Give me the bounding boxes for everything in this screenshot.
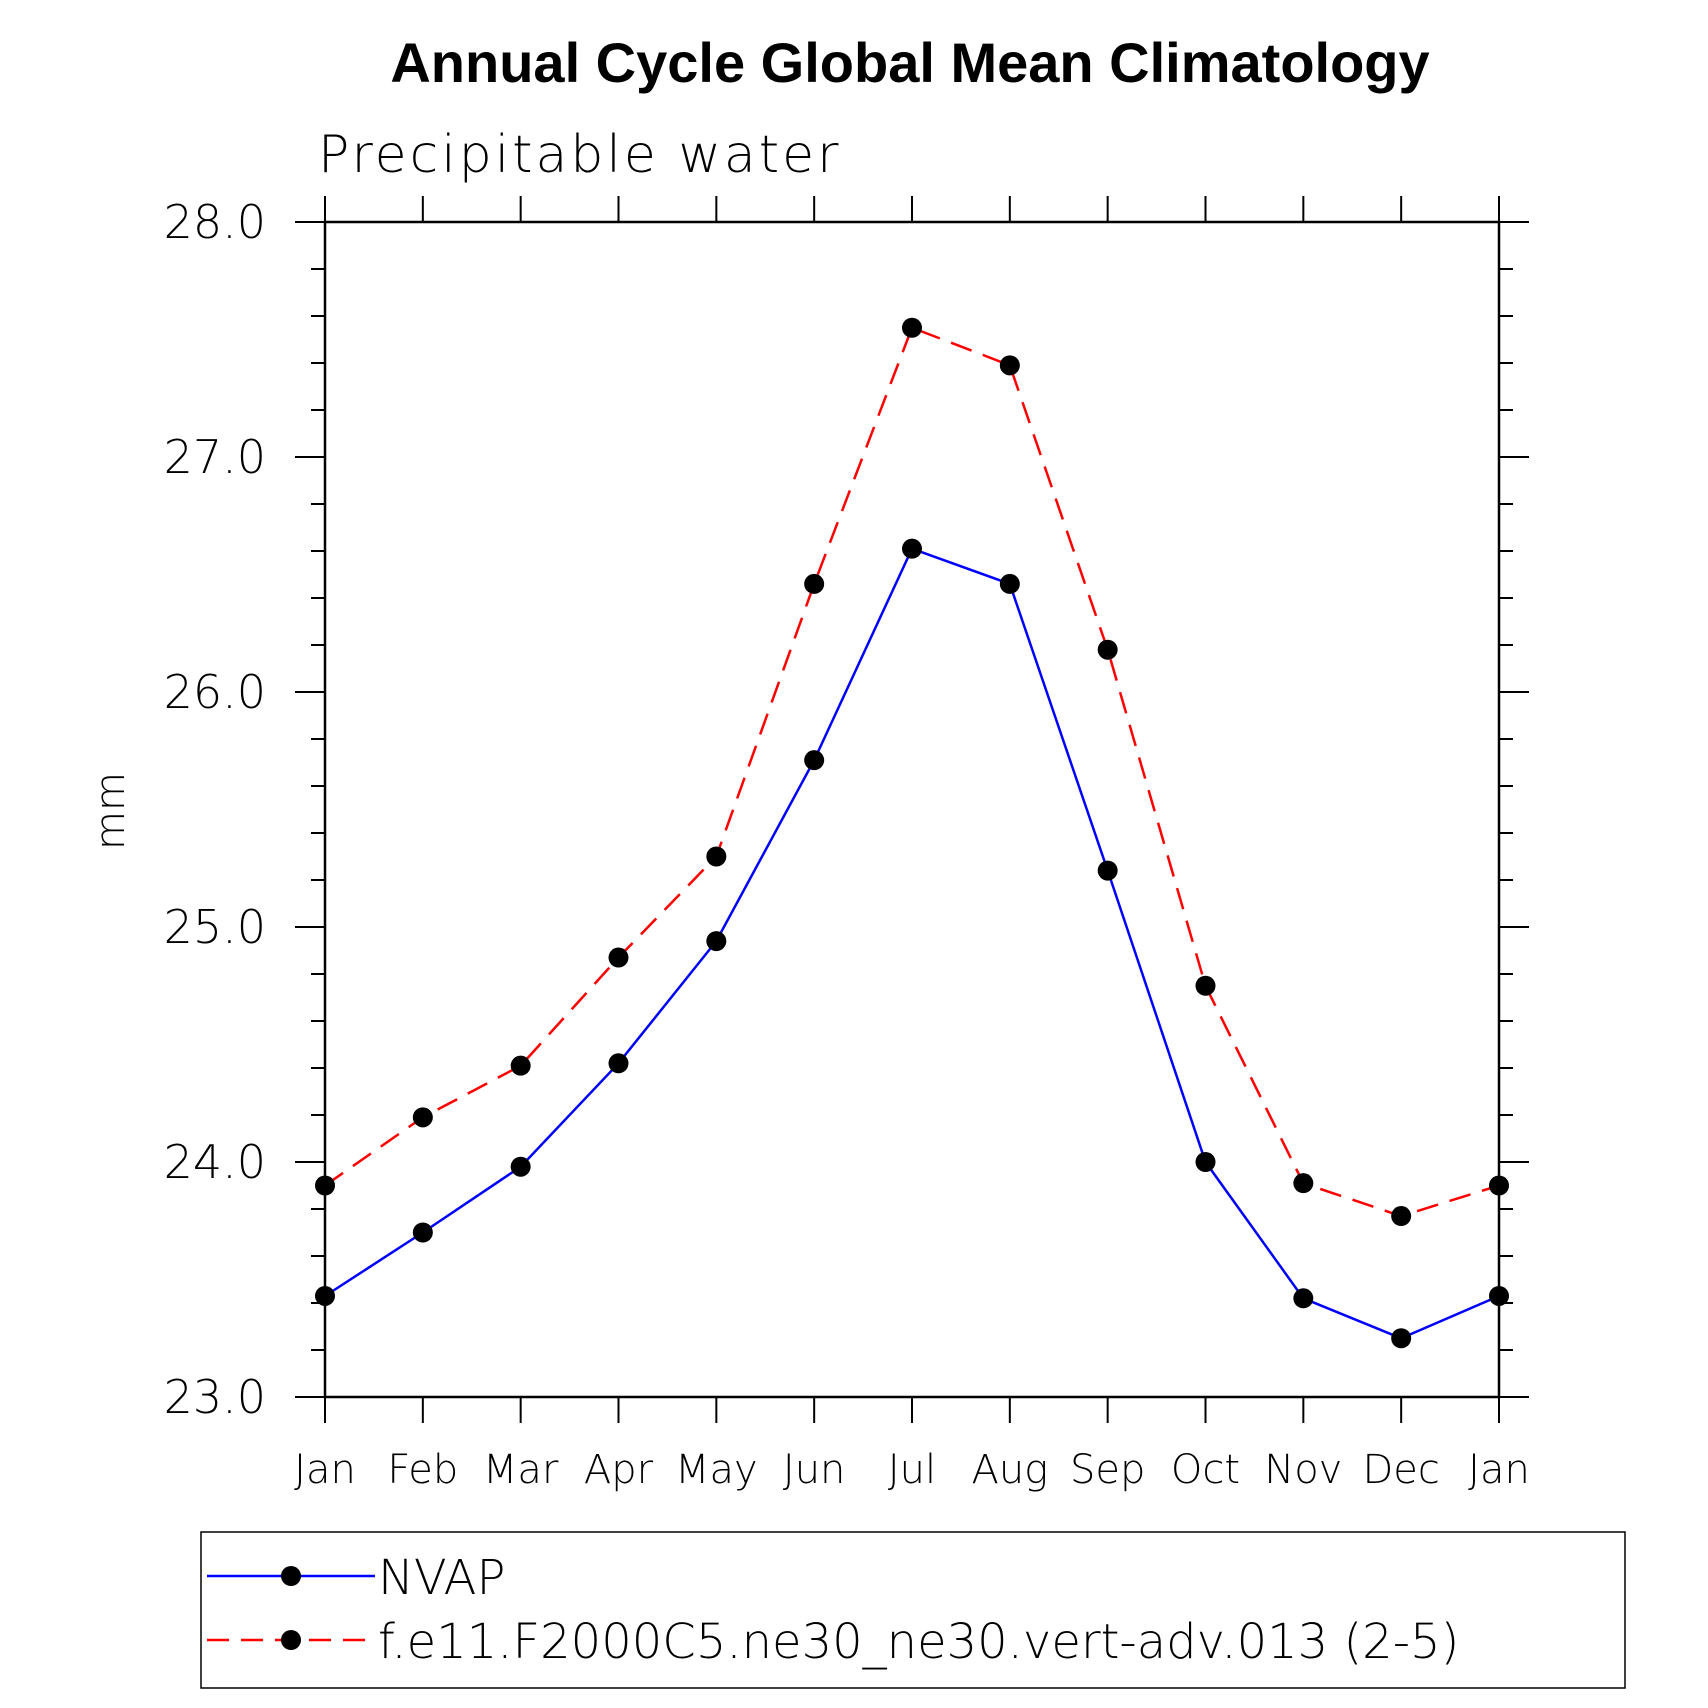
y-tick-label: 24.0	[164, 1135, 266, 1189]
data-point	[804, 750, 825, 771]
y-tick-label: 27.0	[164, 430, 266, 484]
axis-ticks	[295, 196, 1529, 1423]
data-point	[1489, 1175, 1509, 1196]
data-point	[706, 846, 727, 867]
y-axis-label: mm	[88, 772, 134, 850]
data-point	[804, 573, 825, 594]
data-point	[1391, 1206, 1412, 1227]
data-point	[412, 1107, 433, 1128]
chart-title: Annual Cycle Global Mean Climatology	[390, 31, 1429, 94]
legend-label: NVAP	[378, 1550, 505, 1606]
data-point	[510, 1055, 531, 1076]
x-tick-label: Feb	[387, 1447, 458, 1493]
legend: NVAP f.e11.F2000C5.ne30_ne30.vert-adv.013…	[200, 1531, 1626, 1689]
data-point	[902, 538, 922, 559]
x-tick-label: Jun	[783, 1447, 846, 1493]
data-point	[1293, 1288, 1314, 1309]
x-tick-label: May	[675, 1447, 758, 1493]
data-point	[1195, 975, 1216, 996]
data-point	[608, 1053, 629, 1074]
series-line-1	[324, 326, 1500, 1218]
legend-marker	[281, 1630, 301, 1650]
y-tick-label: 25.0	[164, 900, 266, 954]
x-tick-label: Jul	[888, 1447, 936, 1493]
x-tick-label: Sep	[1070, 1447, 1145, 1493]
data-point	[706, 931, 727, 952]
x-tick-label: Apr	[584, 1447, 654, 1493]
series-layer	[315, 317, 1509, 1349]
data-point	[510, 1156, 531, 1177]
data-point	[1489, 1285, 1509, 1306]
data-point	[315, 1285, 335, 1306]
x-tick-label: Oct	[1171, 1447, 1240, 1493]
data-point	[1097, 639, 1118, 660]
legend-box	[200, 1531, 1626, 1689]
data-point	[608, 947, 629, 968]
y-tick-label: 23.0	[164, 1370, 266, 1424]
data-point	[315, 1175, 335, 1196]
data-point	[1195, 1152, 1216, 1172]
chart-subtitle: Precipitable water	[318, 125, 842, 185]
x-tick-label: Jan	[294, 1447, 356, 1493]
data-point	[999, 573, 1020, 594]
legend-label: f.e11.F2000C5.ne30_ne30.vert-adv.013 (2-…	[378, 1614, 1459, 1670]
data-point	[412, 1222, 433, 1243]
data-point	[999, 355, 1020, 376]
data-point	[902, 317, 922, 338]
x-tick-labels: Jan Feb Mar Apr May Jun Jul Aug Sep Oct Nov Dec Jan	[294, 1447, 1530, 1493]
y-tick-labels: 23.0 24.0 25.0 26.0 27.0 28.0	[164, 195, 266, 1424]
data-point	[1097, 860, 1118, 881]
plot-frame	[323, 220, 1501, 1399]
x-tick-label: Nov	[1264, 1447, 1342, 1493]
x-tick-label: Mar	[483, 1447, 559, 1493]
series-line-0	[324, 547, 1500, 1340]
x-tick-label: Jan	[1468, 1447, 1530, 1493]
data-point	[1293, 1173, 1314, 1194]
x-tick-label: Aug	[971, 1447, 1048, 1493]
legend-marker	[281, 1566, 301, 1586]
y-tick-label: 26.0	[164, 665, 266, 719]
y-tick-label: 28.0	[164, 195, 266, 249]
data-point	[1391, 1328, 1412, 1349]
x-tick-label: Dec	[1362, 1447, 1439, 1493]
